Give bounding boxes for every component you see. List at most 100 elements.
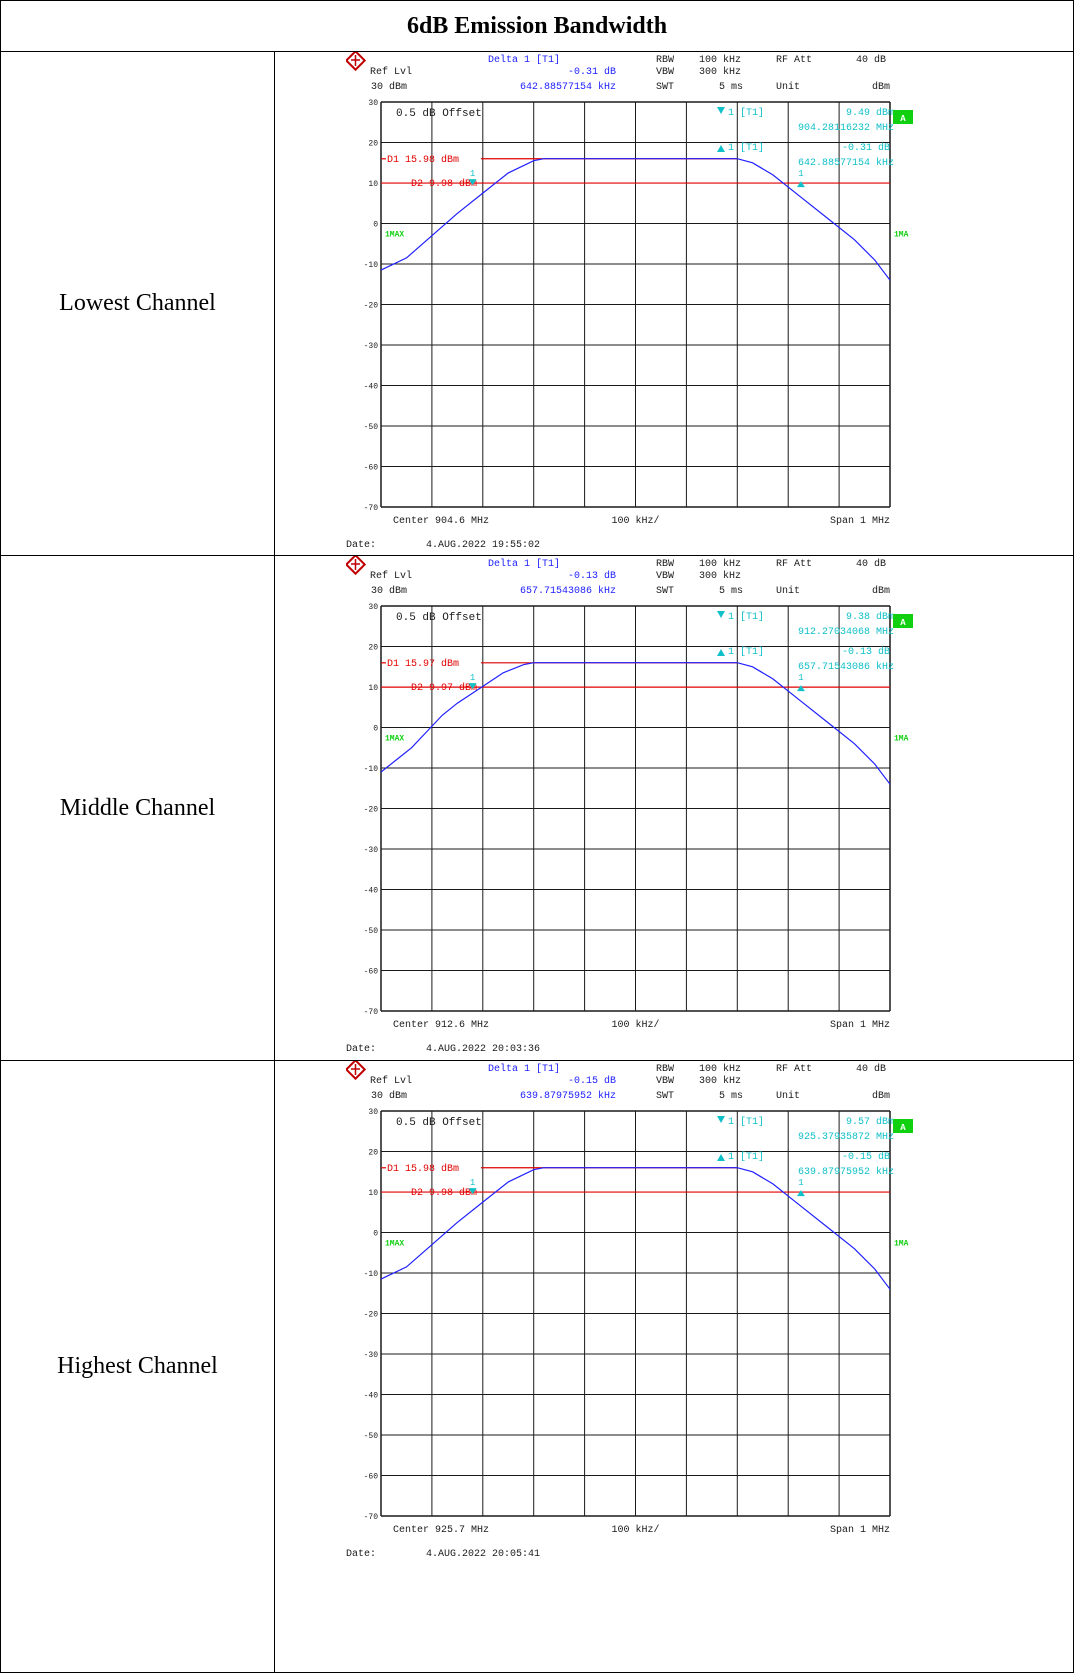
ref-lvl-label: Ref Lvl — [370, 570, 412, 582]
y-tick-label: 10 — [368, 684, 378, 693]
delta-marker-freq: 642.88577154 kHz — [798, 157, 894, 169]
delta-freq: 657.71543086 kHz — [520, 585, 616, 597]
unit-label: Unit — [776, 1090, 800, 1102]
table-row: Middle Channel Delta 1 [T1] Ref Lvl 30 dBm… — [1, 553, 1073, 1061]
trace-label-left: 1MAX — [385, 1240, 404, 1249]
date-label: Date: — [346, 540, 376, 551]
swt-label: SWT — [656, 82, 674, 93]
y-tick-label: -20 — [364, 806, 379, 815]
rf-att-label: RF Att — [776, 1064, 812, 1075]
trace-label-right: 1MA — [894, 735, 909, 744]
delta-symbol-icon — [796, 1190, 805, 1197]
y-tick-label: -50 — [364, 423, 379, 432]
y-tick-label: -60 — [364, 968, 379, 977]
y-tick-label: -30 — [364, 846, 379, 855]
delta-symbol-number: 1 — [798, 1178, 803, 1188]
footer-center: Center 904.6 MHz — [393, 516, 489, 527]
marker1-freq: 925.37935872 MHz — [798, 1132, 894, 1143]
d1-label: D1 15.98 dBm — [387, 154, 459, 166]
rbw-value: 100 kHz — [699, 1063, 741, 1075]
marker1-label: 1 [T1] — [728, 611, 764, 623]
footer-div: 100 kHz/ — [611, 1019, 659, 1031]
y-tick-label: -40 — [364, 887, 379, 896]
delta-marker-freq: 657.71543086 kHz — [798, 661, 894, 673]
y-tick-label: 0 — [373, 725, 378, 734]
rbw-label: RBW — [656, 559, 674, 570]
date-value: 4.AUG.2022 19:55:02 — [426, 540, 540, 551]
rf-att-value: 40 dB — [856, 54, 886, 66]
rs-logo-icon — [344, 1058, 367, 1081]
trace-label-left: 1MAX — [385, 735, 404, 744]
vbw-value: 300 kHz — [699, 570, 741, 582]
date-value: 4.AUG.2022 20:05:41 — [426, 1549, 540, 1560]
marker1-level: 9.57 dBm — [846, 1116, 894, 1128]
y-tick-label: 0 — [373, 221, 378, 230]
y-tick-label: -20 — [364, 302, 379, 311]
marker-symbol-icon — [468, 1188, 477, 1195]
footer-span: Span 1 MHz — [830, 1020, 890, 1031]
y-tick-label: -60 — [364, 1473, 379, 1482]
delta-db: -0.31 dB — [568, 66, 616, 78]
table-row: Highest Channel Delta 1 [T1] Ref Lvl 30 dB… — [1, 1058, 1073, 1672]
y-tick-label: -30 — [364, 342, 379, 351]
unit-label: Unit — [776, 81, 800, 93]
spectrum-analyzer-screen: Delta 1 [T1] Ref Lvl 30 dBm -0.15 dB 639.879… — [344, 1058, 913, 1560]
marker1-freq: 904.28116232 MHz — [798, 123, 894, 134]
vbw-value: 300 kHz — [699, 1075, 741, 1087]
row-label-highest: Highest Channel — [1, 1061, 275, 1672]
delta-marker-up-icon — [717, 649, 725, 656]
marker-down-icon — [717, 611, 725, 618]
rs-logo-mark — [351, 55, 360, 66]
ref-lvl-value: 30 dBm — [371, 1090, 407, 1102]
footer-span: Span 1 MHz — [830, 1525, 890, 1536]
delta-title: Delta 1 [T1] — [488, 1063, 560, 1075]
a-badge-box — [893, 614, 913, 628]
a-badge-label: A — [900, 1123, 906, 1133]
vbw-label: VBW — [656, 1076, 674, 1087]
y-tick-label: -60 — [364, 464, 379, 473]
delta-marker-freq: 639.87975952 kHz — [798, 1166, 894, 1178]
footer-center: Center 912.6 MHz — [393, 1020, 489, 1031]
delta-marker-label: 1 [T1] — [728, 1151, 764, 1163]
trace-label-right: 1MA — [894, 231, 909, 240]
d2-label: D2 9.98 dBm — [411, 1187, 477, 1199]
row-label-lowest: Lowest Channel — [1, 52, 275, 555]
y-tick-label: -30 — [364, 1351, 379, 1360]
rs-logo-icon — [344, 49, 367, 72]
rbw-value: 100 kHz — [699, 54, 741, 66]
delta-db: -0.13 dB — [568, 570, 616, 582]
spectrum-plot-lowest: Delta 1 [T1] Ref Lvl 30 dBm -0.31 dB 642.885… — [344, 49, 1056, 589]
table-title: 6dB Emission Bandwidth — [1, 1, 1073, 52]
swt-label: SWT — [656, 586, 674, 597]
delta-marker-up-icon — [717, 1154, 725, 1161]
spectrum-analyzer-screen: Delta 1 [T1] Ref Lvl 30 dBm -0.31 dB 642.885… — [344, 49, 913, 551]
vbw-label: VBW — [656, 571, 674, 582]
rbw-label: RBW — [656, 1064, 674, 1075]
spectrum-plot-middle: Delta 1 [T1] Ref Lvl 30 dBm -0.13 dB 657.715… — [344, 553, 1056, 1093]
swt-value: 5 ms — [719, 586, 743, 597]
y-tick-label: 10 — [368, 1189, 378, 1198]
marker-down-icon — [717, 1116, 725, 1123]
delta-symbol-icon — [796, 685, 805, 692]
rf-att-value: 40 dB — [856, 1063, 886, 1075]
plot-grid — [380, 101, 891, 508]
y-tick-label: 20 — [368, 140, 378, 149]
delta-marker-db: -0.15 dB — [842, 1151, 890, 1163]
vbw-value: 300 kHz — [699, 66, 741, 78]
marker1-level: 9.38 dBm — [846, 611, 894, 623]
y-tick-label: 20 — [368, 1149, 378, 1158]
rf-att-value: 40 dB — [856, 558, 886, 570]
marker-symbol-icon — [468, 179, 477, 186]
ref-lvl-value: 30 dBm — [371, 585, 407, 597]
spectrum-trace — [380, 158, 891, 281]
delta-title: Delta 1 [T1] — [488, 558, 560, 570]
a-badge-box — [893, 1119, 913, 1133]
plot-grid — [380, 1110, 891, 1517]
d1-label: D1 15.98 dBm — [387, 1163, 459, 1175]
footer-span: Span 1 MHz — [830, 516, 890, 527]
a-badge-label: A — [900, 618, 906, 628]
delta-freq: 642.88577154 kHz — [520, 81, 616, 93]
y-tick-label: 10 — [368, 180, 378, 189]
ref-lvl-label: Ref Lvl — [370, 66, 412, 78]
